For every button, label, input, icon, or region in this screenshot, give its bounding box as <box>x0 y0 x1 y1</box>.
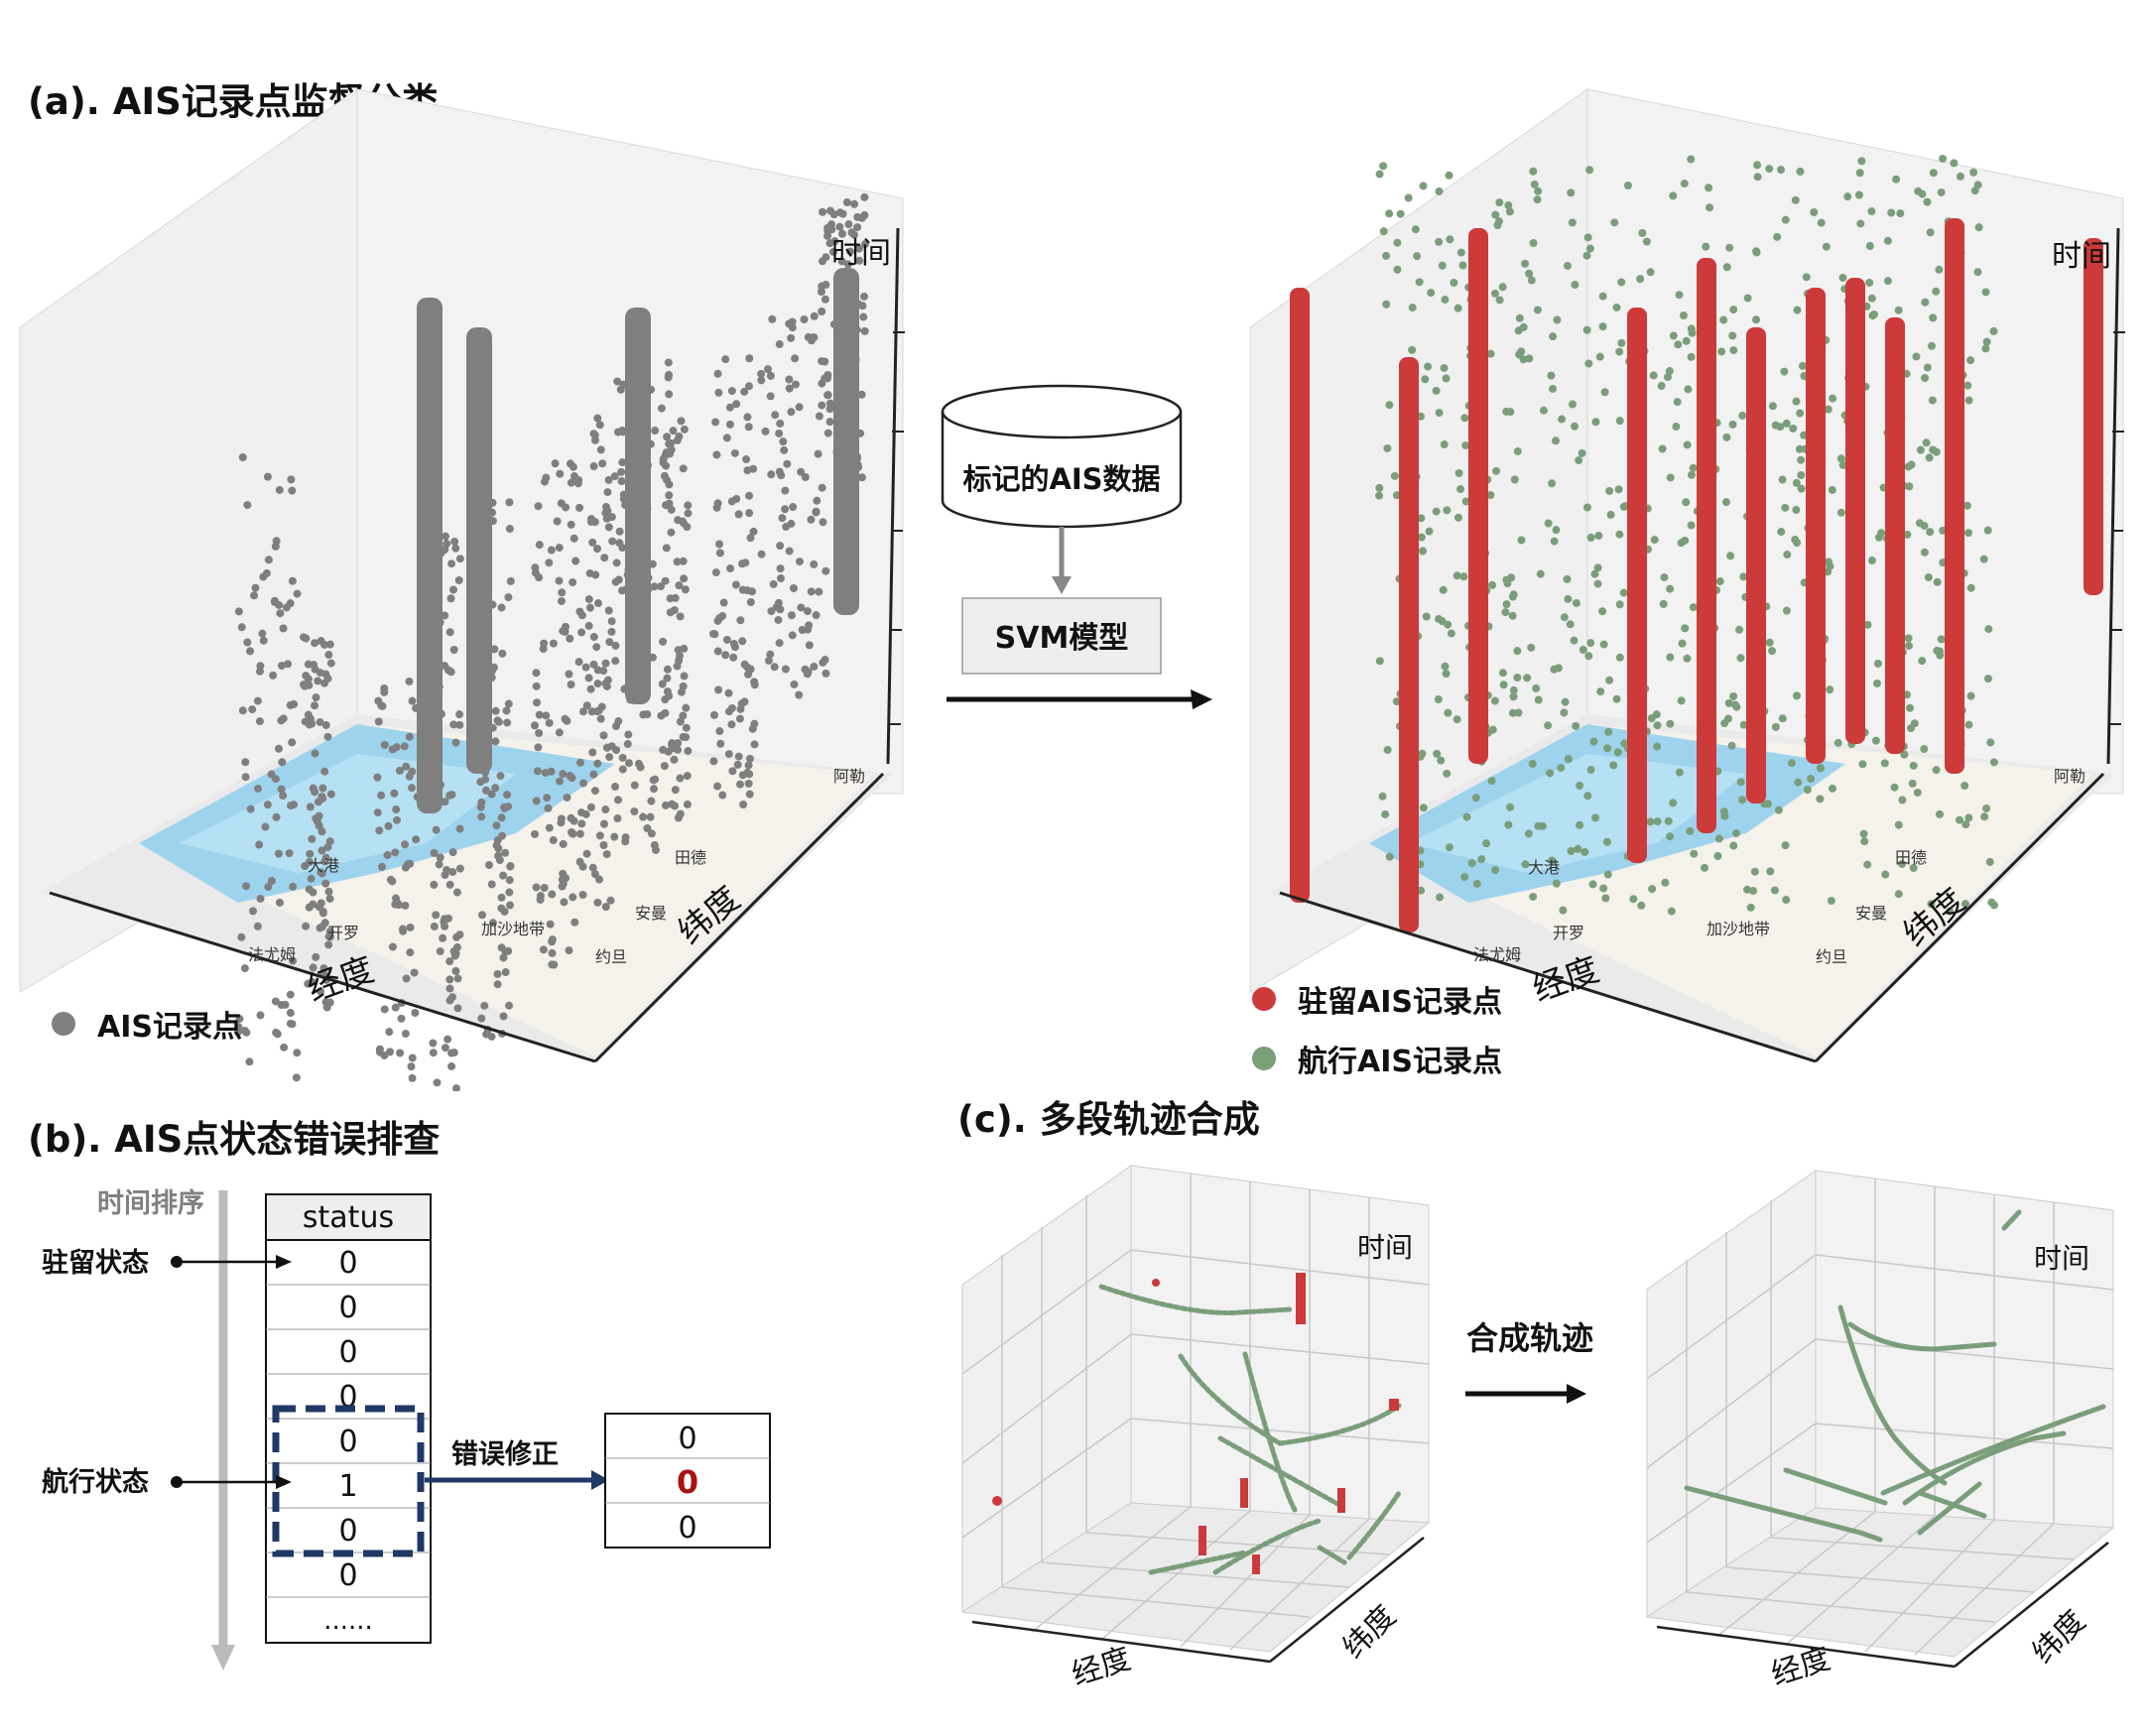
map-label: 田德 <box>1895 848 1927 867</box>
z-axis-label: 时间 <box>1357 1231 1413 1264</box>
fix-arrow-icon <box>591 1470 609 1490</box>
status-header: status <box>303 1200 394 1235</box>
status-cell: 0 <box>338 1335 357 1370</box>
fixed-cell: 0 <box>678 1422 696 1456</box>
x-axis-label: 经度 <box>1767 1642 1834 1693</box>
database-icon <box>941 384 1183 529</box>
y-axis-label: 纬度 <box>1336 1599 1403 1666</box>
fixed-table: 0 0 0 <box>604 1413 771 1549</box>
legend-gray-dot-icon <box>52 1012 75 1036</box>
y-axis-label: 纬度 <box>2026 1604 2092 1671</box>
map-label: 田德 <box>675 848 706 867</box>
time-down-arrow-icon <box>211 1645 235 1671</box>
fixed-cell: 0 <box>678 1511 696 1546</box>
map-label: 大港 <box>1528 858 1560 877</box>
panel-a-left-plot: 时间 经度 纬度 大港 开罗 法尤姆 加沙地带 约旦 安曼 田德 阿勒 <box>19 88 905 1091</box>
db-label: 标记的AIS数据 <box>962 462 1160 496</box>
map-label: 法尤姆 <box>1473 945 1521 964</box>
map-label: 开罗 <box>327 924 359 942</box>
map-label: 大港 <box>308 856 339 875</box>
status-cell: 1 <box>338 1469 357 1504</box>
status-cell: 0 <box>338 1558 357 1593</box>
z-axis-label: 时间 <box>2034 1242 2089 1275</box>
status-cell: 0 <box>338 1425 357 1459</box>
synthesis-arrow-icon <box>1567 1384 1586 1404</box>
legend-sail-points: 航行AIS记录点 <box>1252 1037 1502 1080</box>
legend-green-dot-icon <box>1252 1047 1276 1070</box>
map-label: 开罗 <box>1553 924 1584 942</box>
panel-a-right-plot: 时间 经度 纬度 大港 开罗 法尤姆 加沙地带 约旦 安曼 田德 阿勒 <box>1249 88 2125 1063</box>
map-label: 阿勒 <box>2054 767 2086 786</box>
status-cell: ...... <box>323 1606 373 1636</box>
map-label: 法尤姆 <box>248 945 296 964</box>
panel-b-title: (b). AIS点状态错误排查 <box>28 1118 441 1161</box>
svm-model-box <box>961 597 1162 675</box>
map-label: 加沙地带 <box>481 920 545 938</box>
flow-arrow-icon <box>1191 689 1212 709</box>
map-label: 安曼 <box>1855 904 1887 923</box>
status-cell: 0 <box>338 1514 357 1549</box>
map-label: 约旦 <box>1816 947 1847 966</box>
panel-c-right-plot: 时间 经度 纬度 <box>1645 1170 2115 1693</box>
map-label: 加沙地带 <box>1707 920 1770 938</box>
z-axis-label: 时间 <box>831 236 891 271</box>
x-axis-label: 经度 <box>1068 1642 1135 1693</box>
map-label: 约旦 <box>595 947 627 966</box>
time-order-label: 时间排序 <box>97 1187 204 1219</box>
map-label: 安曼 <box>635 904 667 923</box>
status-cell: 0 <box>338 1291 357 1325</box>
synthesis-arrow: 合成轨迹 <box>1465 1319 1593 1404</box>
legend-label: 驻留AIS记录点 <box>1298 985 1502 1020</box>
svm-flow: 标记的AIS数据 SVM模型 <box>941 384 1212 709</box>
stay-state-label: 驻留状态 <box>42 1248 149 1279</box>
panel-c-title: (c). 多段轨迹合成 <box>957 1098 1260 1141</box>
status-cell: 0 <box>338 1246 357 1281</box>
status-header-cell <box>265 1193 432 1241</box>
error-fix-label: 错误修正 <box>451 1439 559 1470</box>
sail-state-label: 航行状态 <box>42 1466 149 1498</box>
legend-ais-points: AIS记录点 <box>52 1002 242 1046</box>
legend-stay-points: 驻留AIS记录点 <box>1252 977 1502 1021</box>
svm-model-label: SVM模型 <box>995 621 1129 656</box>
z-axis-label: 时间 <box>2052 239 2111 274</box>
legend-label: 航行AIS记录点 <box>1298 1045 1502 1079</box>
panel-b-diagram: 时间排序 status 0 0 0 0 0 1 0 0 ...... 驻留状态 … <box>42 1187 771 1671</box>
map-label: 阿勒 <box>833 767 865 786</box>
legend-red-dot-icon <box>1252 987 1276 1011</box>
legend-label: AIS记录点 <box>97 1010 242 1045</box>
panel-c-left-plot: 时间 经度 纬度 <box>960 1165 1431 1693</box>
fixed-cell-corrected: 0 <box>677 1463 698 1501</box>
synthesis-label: 合成轨迹 <box>1466 1319 1593 1357</box>
